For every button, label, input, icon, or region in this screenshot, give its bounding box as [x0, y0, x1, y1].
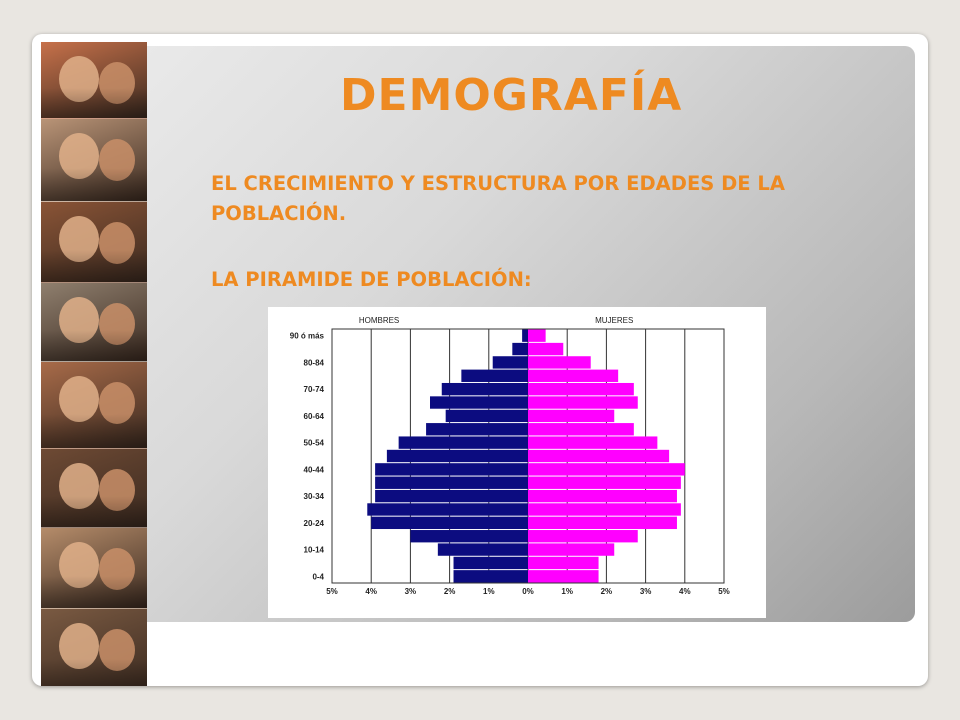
bar-hombres-60-64: [445, 409, 528, 423]
pyramid-svg: 0-4 10-14 20-24 30-34 40-44 50-54 60-64 70-74 80…: [290, 316, 730, 596]
x-tick-label: 2%: [601, 587, 613, 596]
x-tick-label: 3%: [640, 587, 652, 596]
bar-mujeres-80-84: [528, 356, 591, 369]
bar-hombres-5-9: [453, 556, 528, 570]
bar-mujeres-45-49: [528, 449, 670, 463]
bar-mujeres-55-59: [528, 423, 634, 436]
y-tick-label: 90 ó más: [290, 332, 325, 341]
slide-subtitle: EL CRECIMIENTO Y ESTRUCTURA POR EDADES D…: [211, 172, 785, 225]
bar-hombres-15-19: [410, 530, 528, 543]
y-tick-label: 20-24: [304, 519, 325, 528]
x-tick-label: 5%: [718, 587, 730, 596]
slide-title: DEMOGRAFÍA: [340, 70, 683, 121]
photo-mother-son: [41, 362, 147, 449]
photo-man-with-cap: [41, 609, 147, 686]
y-tick-label: 30-34: [304, 492, 325, 501]
plot-border: [331, 328, 725, 584]
photo-smiling-women: [41, 449, 147, 528]
x-tick-label: 5%: [326, 587, 338, 596]
y-tick-label: 80-84: [304, 358, 325, 367]
bar-hombres-35-39: [375, 476, 528, 489]
x-tick-label: 2%: [444, 587, 456, 596]
slide-subtitle-pyramid: LA PIRAMIDE DE POBLACIÓN:: [211, 268, 532, 291]
bar-mujeres-30-34: [528, 489, 677, 503]
bar-hombres-65-69: [430, 396, 528, 409]
x-tick-label: 1%: [561, 587, 573, 596]
bar-mujeres-5-9: [528, 556, 599, 570]
y-tick-label: 60-64: [304, 412, 325, 421]
bar-mujeres-40-44: [528, 463, 685, 476]
bar-mujeres-70-74: [528, 382, 634, 396]
bar-hombres-10-14: [437, 543, 528, 556]
x-tick-label: 4%: [679, 587, 691, 596]
bar-mujeres-65-69: [528, 396, 638, 409]
x-tick-label: 4%: [365, 587, 377, 596]
bar-hombres-30-34: [375, 489, 528, 503]
bar-hombres-90 ó más: [522, 329, 528, 342]
photo-elderly-couple: [41, 528, 147, 609]
x-tick-label: 1%: [483, 587, 495, 596]
bar-mujeres-75-79: [528, 369, 619, 382]
y-tick-label: 10-14: [304, 546, 325, 555]
x-tick-label: 3%: [405, 587, 417, 596]
bar-hombres-45-49: [386, 449, 528, 463]
bar-mujeres-0-4: [528, 570, 599, 583]
photo-toddler-laughing: [41, 119, 147, 202]
bar-hombres-50-54: [398, 436, 528, 449]
y-tick-label: 70-74: [304, 385, 325, 394]
legend-mujeres: MUJERES: [595, 316, 633, 325]
bar-hombres-0-4: [453, 570, 528, 583]
bar-hombres-55-59: [426, 423, 528, 436]
photo-two-boys: [41, 202, 147, 283]
photo-children-smiling: [41, 42, 147, 119]
bar-mujeres-85-89: [528, 342, 564, 356]
bar-hombres-70-74: [441, 382, 528, 396]
bar-mujeres-50-54: [528, 436, 658, 449]
bar-mujeres-60-64: [528, 409, 615, 423]
bar-hombres-85-89: [512, 342, 528, 356]
bar-hombres-40-44: [375, 463, 528, 476]
y-tick-label: 50-54: [304, 439, 325, 448]
x-tick-label: 0%: [522, 587, 534, 596]
photo-family: [41, 283, 147, 362]
bar-hombres-75-79: [461, 369, 528, 382]
bar-hombres-20-24: [371, 516, 528, 530]
bar-mujeres-20-24: [528, 516, 677, 530]
bar-mujeres-10-14: [528, 543, 615, 556]
bar-mujeres-90 ó más: [528, 329, 546, 342]
bar-mujeres-25-29: [528, 503, 681, 516]
bar-mujeres-35-39: [528, 476, 681, 489]
legend-hombres: HOMBRES: [359, 316, 399, 325]
bar-mujeres-15-19: [528, 530, 638, 543]
bar-hombres-80-84: [492, 356, 528, 369]
population-pyramid-chart: 0-4 10-14 20-24 30-34 40-44 50-54 60-64 70-74 80…: [268, 307, 766, 618]
y-tick-label: 0-4: [312, 572, 324, 581]
bar-hombres-25-29: [367, 503, 528, 516]
photo-strip: [41, 42, 147, 686]
y-tick-label: 40-44: [304, 465, 325, 474]
